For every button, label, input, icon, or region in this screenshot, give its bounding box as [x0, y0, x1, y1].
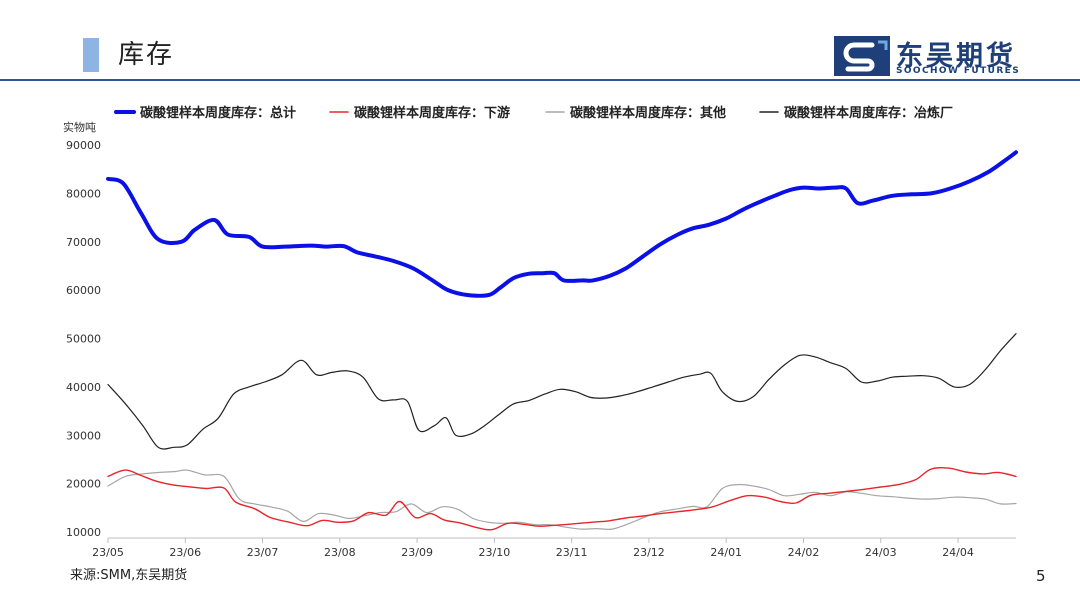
x-tick-label: 23/05	[92, 546, 124, 559]
page-title: 库存	[118, 40, 175, 70]
legend-item-smelter: 碳酸锂样本周度库存：冶炼厂	[759, 105, 953, 121]
x-tick-label: 23/12	[633, 546, 665, 559]
legend-label: 碳酸锂样本周度库存：冶炼厂	[784, 105, 953, 121]
soochow-logo-icon	[834, 36, 890, 76]
x-tick-label: 24/04	[942, 546, 974, 559]
y-axis-ticks: 10000 20000 30000 40000 50000 60000 70000 80000…	[66, 139, 101, 539]
y-tick-label: 60000	[66, 284, 101, 297]
logo-english-name: SOOCHOW FUTURES	[896, 66, 1021, 76]
y-tick-label: 90000	[66, 139, 101, 152]
series-line-smelter	[107, 333, 1017, 450]
legend-item-downstream: 碳酸锂样本周度库存：下游	[329, 105, 510, 121]
inventory-line-chart: 碳酸锂样本周度库存：总计 碳酸锂样本周度库存：下游 碳酸锂样本周度库存：其他 碳酸锂样…	[63, 105, 1018, 559]
legend-item-total: 碳酸锂样本周度库存：总计	[114, 105, 296, 121]
y-tick-label: 80000	[66, 187, 101, 200]
y-tick-label: 40000	[66, 381, 101, 394]
x-tick-label: 23/07	[247, 546, 279, 559]
header-divider	[0, 79, 1080, 81]
source-note: 来源:SMM,东吴期货	[70, 568, 188, 583]
logo-chinese-name: 东吴期货	[896, 41, 1016, 72]
legend-label: 碳酸锂样本周度库存：下游	[354, 105, 510, 121]
chart-legend: 碳酸锂样本周度库存：总计 碳酸锂样本周度库存：下游 碳酸锂样本周度库存：其他 碳酸锂样…	[114, 105, 953, 121]
x-tick-label: 24/03	[865, 546, 897, 559]
x-tick-label: 23/11	[556, 546, 588, 559]
series-line-downstream	[107, 467, 1017, 531]
y-tick-label: 10000	[66, 526, 101, 539]
x-tick-label: 23/10	[479, 546, 511, 559]
x-axis-ticks: 23/05 23/06 23/07 23/08 23/09 23/10 23/11 23/12…	[92, 538, 974, 559]
series-lines	[106, 150, 1018, 531]
series-line-total	[106, 150, 1018, 298]
legend-label: 碳酸锂样本周度库存：总计	[140, 105, 296, 121]
y-axis-unit-label: 实物吨	[63, 120, 96, 134]
legend-item-other: 碳酸锂样本周度库存：其他	[545, 105, 726, 121]
y-tick-label: 70000	[66, 236, 101, 249]
x-tick-label: 24/01	[710, 546, 742, 559]
y-tick-label: 30000	[66, 429, 101, 442]
y-tick-label: 20000	[66, 478, 101, 491]
title-accent-bar	[83, 38, 99, 72]
x-tick-label: 23/06	[169, 546, 201, 559]
x-tick-label: 23/09	[401, 546, 433, 559]
y-tick-label: 50000	[66, 333, 101, 346]
x-tick-label: 24/02	[788, 546, 820, 559]
series-line-other	[107, 469, 1017, 531]
brand-logo: 东吴期货 SOOCHOW FUTURES	[834, 36, 1044, 78]
page-number: 5	[1036, 567, 1046, 585]
x-tick-label: 23/08	[324, 546, 356, 559]
legend-label: 碳酸锂样本周度库存：其他	[570, 105, 726, 121]
